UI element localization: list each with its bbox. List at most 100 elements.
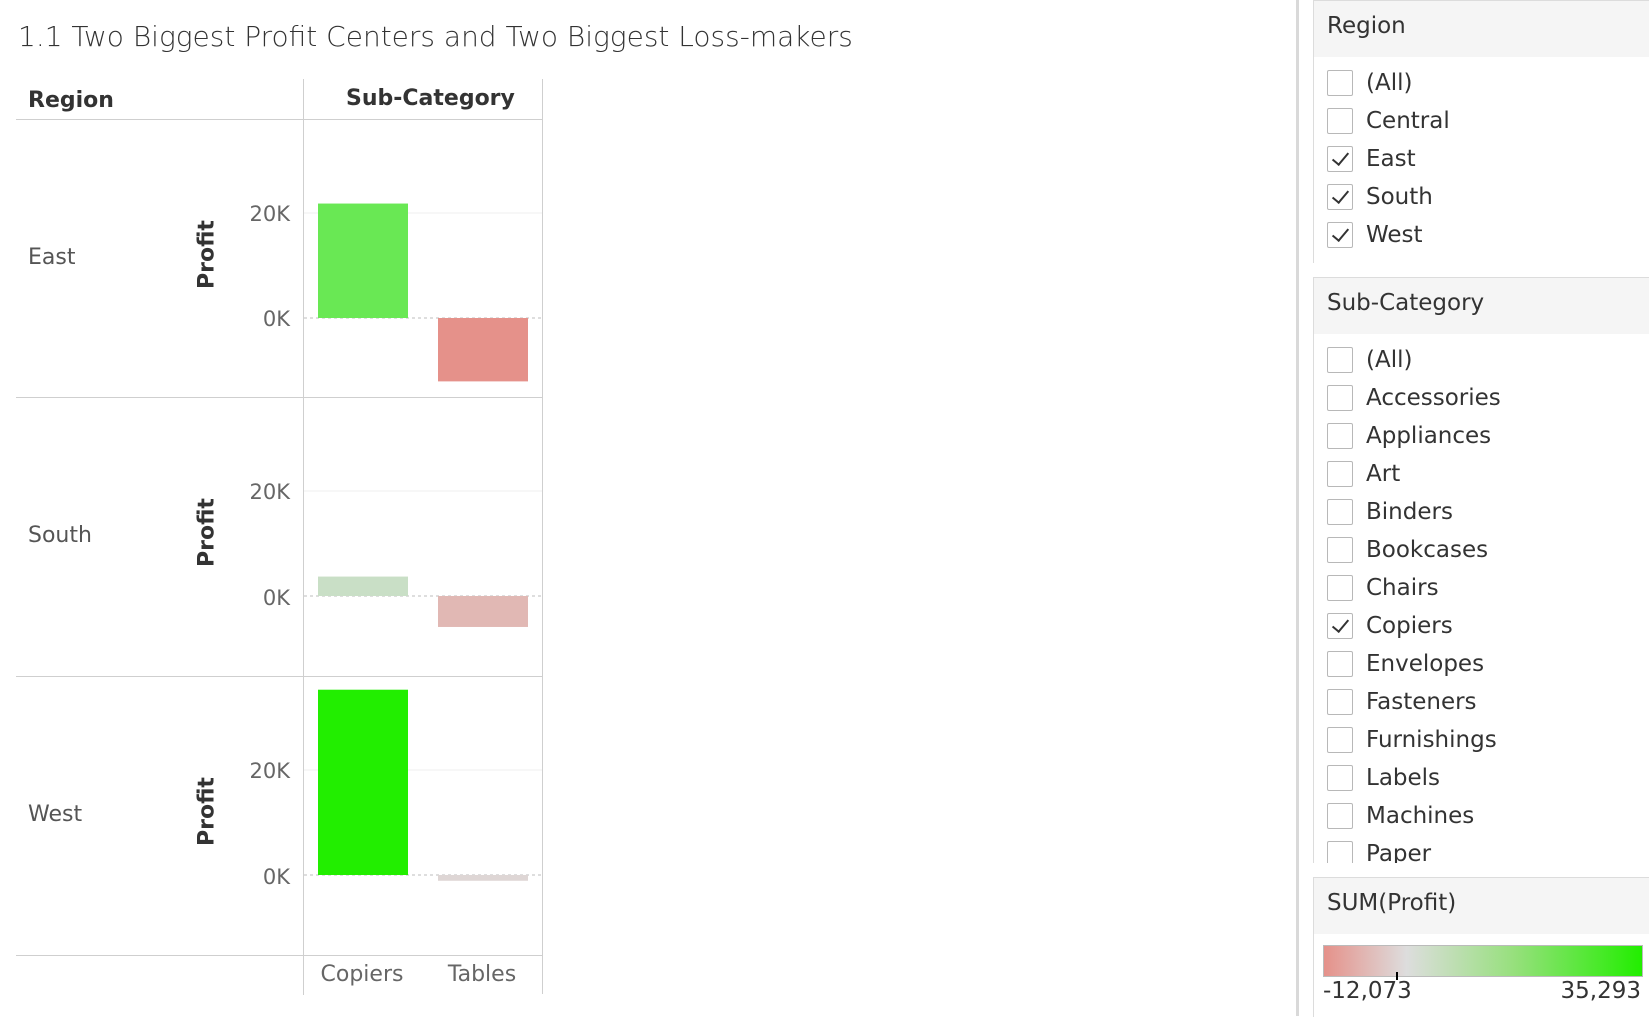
subcategory-option-appliances[interactable]: Appliances [1327,420,1491,452]
legend-min-label: -12,073 [1323,978,1412,1004]
bar-west-tables[interactable] [438,875,528,881]
subcategory-option-paper[interactable]: Paper [1327,838,1431,863]
checkbox[interactable] [1327,347,1353,373]
region-option-central[interactable]: Central [1327,105,1450,137]
subcategory-filter: Sub-Category (All) Accessories Appliances A… [1313,277,1649,863]
subcategory-option-fasteners[interactable]: Fasteners [1327,686,1477,718]
plot-left-border [303,79,304,994]
checkbox-label: Labels [1366,765,1441,791]
subcategory-option-binders[interactable]: Binders [1327,496,1453,528]
checkbox-label: Furnishings [1366,727,1497,753]
checkbox-label: South [1366,184,1433,210]
chart-title: 1.1 Two Biggest Profit Centers and Two B… [18,20,853,53]
header-divider-plot [304,119,543,120]
legend-header: SUM(Profit) [1314,878,1649,934]
checkbox-label: Art [1366,461,1401,487]
profit-color-legend: SUM(Profit) -12,073 35,293 [1313,877,1649,1017]
region-filter-title: Region [1327,13,1406,39]
checkbox-label: Accessories [1366,385,1501,411]
subcategory-option-labels[interactable]: Labels [1327,762,1440,794]
checkbox[interactable] [1327,146,1353,172]
checkbox-label: Chairs [1366,575,1439,601]
bar-south-tables[interactable] [438,596,528,627]
y-tick-label: 0K [262,307,290,331]
region-filter: Region (All) Central East South West [1313,0,1649,263]
y-tick-label: 20K [249,759,291,783]
bar-west-copiers[interactable] [318,689,408,875]
y-tick-label: 20K [249,202,291,226]
checkbox[interactable] [1327,537,1353,563]
row-divider [16,955,543,956]
checkbox-label: (All) [1366,347,1413,373]
subcategory-option-art[interactable]: Art [1327,458,1400,490]
checkbox-label: Bookcases [1366,537,1489,563]
row-divider [16,676,543,677]
plot-right-border [542,79,543,994]
region-option-east[interactable]: East [1327,143,1416,175]
region-filter-header: Region [1314,1,1649,57]
checkbox-label: West [1366,222,1423,248]
subcategory-option-all[interactable]: (All) [1327,344,1412,376]
region-label-east: East [28,245,76,270]
subcategory-filter-title: Sub-Category [1327,290,1485,316]
chart-area: 1.1 Two Biggest Profit Centers and Two B… [16,20,853,995]
y-tick-label: 0K [262,865,290,889]
region-label-south: South [28,523,92,548]
x-axis-border [303,955,304,995]
checkbox[interactable] [1327,575,1353,601]
column-header-subcategory: Sub-Category [346,86,515,111]
checkbox-label: Copiers [1366,613,1453,639]
checkbox[interactable] [1327,765,1353,791]
checkbox[interactable] [1327,222,1353,248]
checkbox[interactable] [1327,651,1353,677]
checkbox[interactable] [1327,423,1353,449]
checkbox-label: (All) [1366,70,1413,96]
checkbox-label: Appliances [1366,423,1492,449]
checkbox[interactable] [1327,727,1353,753]
subcategory-option-envelopes[interactable]: Envelopes [1327,648,1484,680]
checkbox[interactable] [1327,499,1353,525]
subcategory-option-furnishings[interactable]: Furnishings [1327,724,1497,756]
checkbox-label: Machines [1366,803,1475,829]
row-header-region: Region [28,88,114,113]
legend-max-label: 35,293 [1560,978,1641,1004]
y-tick-label: 20K [249,480,291,504]
subcategory-option-chairs[interactable]: Chairs [1327,572,1439,604]
subcategory-option-copiers[interactable]: Copiers [1327,610,1453,642]
checkbox[interactable] [1327,108,1353,134]
checkbox-label: Fasteners [1366,689,1477,715]
header-divider [16,119,303,120]
bar-plots [304,203,542,881]
checkbox[interactable] [1327,803,1353,829]
subcategory-option-bookcases[interactable]: Bookcases [1327,534,1488,566]
bar-east-copiers[interactable] [318,203,408,318]
checkbox[interactable] [1327,461,1353,487]
color-gradient-bar [1323,945,1643,977]
region-option-all[interactable]: (All) [1327,67,1412,99]
checkbox-label: Paper [1366,841,1432,863]
legend-title: SUM(Profit) [1327,890,1457,916]
checkbox[interactable] [1327,613,1353,639]
bar-east-tables[interactable] [438,318,528,382]
y-tick-label: 0K [262,586,290,610]
subcategory-option-accessories[interactable]: Accessories [1327,382,1501,414]
region-option-south[interactable]: South [1327,181,1433,213]
subcategory-option-machines[interactable]: Machines [1327,800,1474,832]
subcategory-filter-header: Sub-Category [1314,278,1649,334]
checkbox[interactable] [1327,689,1353,715]
region-option-west[interactable]: West [1327,219,1423,251]
checkbox-label: Binders [1366,499,1453,525]
legend-zero-marker [1396,972,1398,980]
checkbox[interactable] [1327,70,1353,96]
x-category-copiers: Copiers [320,962,404,987]
bar-south-copiers[interactable] [318,576,408,596]
row-divider [16,397,543,398]
checkbox[interactable] [1327,184,1353,210]
region-label-west: West [28,802,83,827]
x-category-tables: Tables [447,962,517,987]
checkbox[interactable] [1327,385,1353,411]
checkbox[interactable] [1327,841,1353,863]
pane-divider[interactable] [1296,0,1299,1016]
checkbox-label: Central [1366,108,1450,134]
checkbox-label: Envelopes [1366,651,1485,677]
